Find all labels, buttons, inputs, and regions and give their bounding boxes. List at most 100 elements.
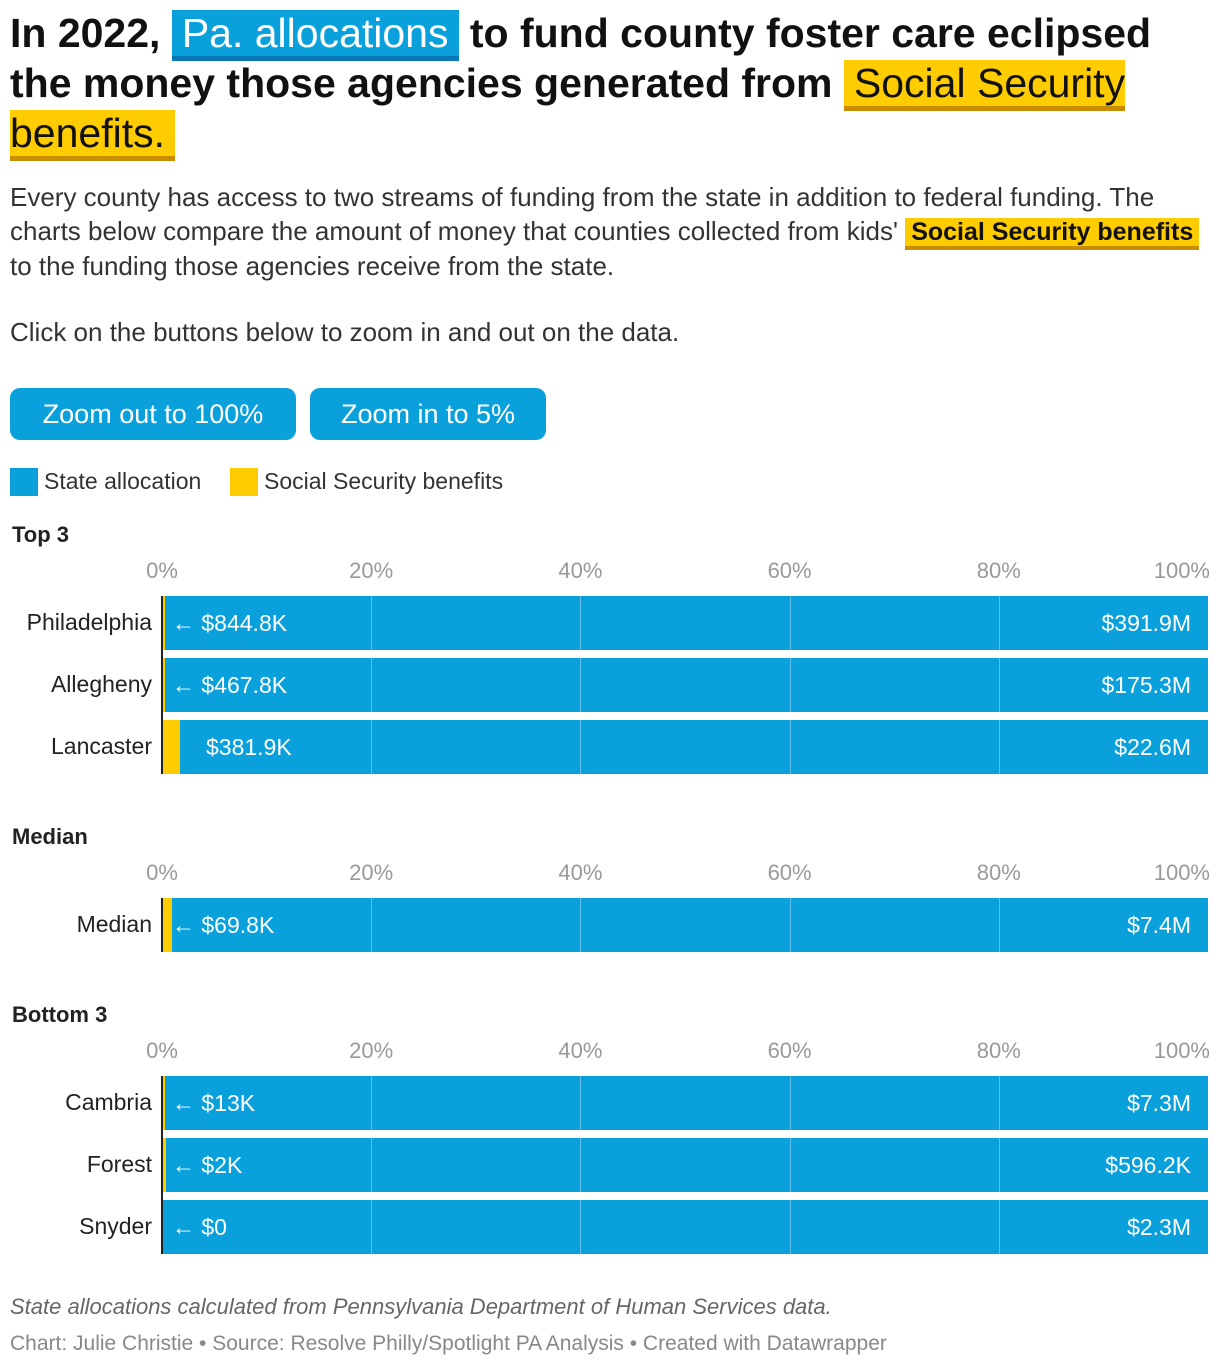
gridline (371, 898, 373, 952)
social-security-bar[interactable] (162, 658, 165, 712)
axis-tick-label: 100% (1153, 860, 1210, 885)
state-allocation-bar[interactable] (162, 1138, 1208, 1192)
gridline (580, 898, 582, 952)
gridline (998, 596, 1000, 650)
legend-swatch-ss (230, 468, 258, 496)
gridline (998, 898, 1000, 952)
gridline (998, 1076, 1000, 1130)
axis-tick-label: 60% (767, 558, 812, 583)
axis-tick-label: 0% (146, 1038, 178, 1063)
zoom-out-button[interactable]: Zoom out to 100% (10, 388, 296, 440)
ss-value-label: ← $2K (172, 1152, 243, 1178)
axis-tick-label: 40% (558, 860, 603, 885)
axis-tick-label: 40% (558, 558, 603, 583)
axis-tick-label: 80% (976, 558, 1021, 583)
gridline (580, 1076, 582, 1130)
section-title-bottom-3: Bottom 3 (12, 1002, 108, 1027)
gridline (580, 720, 582, 774)
ss-value-label: ← $467.8K (172, 672, 288, 698)
social-security-bar[interactable] (162, 1076, 165, 1130)
axis-tick-label: 0% (146, 860, 178, 885)
legend-swatch-state (10, 468, 38, 496)
intro-part1: Every county has access to two streams o… (10, 182, 1155, 246)
gridline (789, 1200, 791, 1254)
row-label-lancaster: Lancaster (50, 733, 152, 759)
axis-tick-label: 100% (1153, 1038, 1210, 1063)
social-security-bar[interactable] (162, 596, 165, 650)
legend-label-ss: Social Security benefits (264, 468, 504, 494)
social-security-bar[interactable] (162, 1138, 166, 1192)
state-allocation-bar[interactable] (162, 1200, 1208, 1254)
state-allocation-bar[interactable] (162, 898, 1208, 952)
footnote: State allocations calculated from Pennsy… (10, 1294, 832, 1319)
baseline-axis (161, 898, 163, 952)
ss-value-label: ← $0 (172, 1214, 227, 1240)
gridline (789, 720, 791, 774)
row-label-snyder: Snyder (79, 1213, 152, 1239)
social-security-bar[interactable] (162, 898, 172, 952)
axis-tick-label: 60% (767, 1038, 812, 1063)
axis-tick-label: 20% (349, 1038, 394, 1063)
headline-highlight-allocations: Pa. allocations (171, 10, 459, 61)
gridline (789, 658, 791, 712)
axis-tick-label: 20% (349, 860, 394, 885)
gridline (371, 720, 373, 774)
gridline (371, 1200, 373, 1254)
instructions-text: Click on the buttons below to zoom in an… (10, 317, 680, 347)
gridline (789, 898, 791, 952)
baseline-axis (161, 1076, 163, 1254)
gridline (371, 1138, 373, 1192)
gridline (580, 596, 582, 650)
section-title-median: Median (12, 824, 88, 849)
gridline (998, 1138, 1000, 1192)
axis-tick-label: 80% (976, 860, 1021, 885)
intro-highlight-ss: Social Security benefits (905, 218, 1200, 250)
gridline (998, 720, 1000, 774)
axis-tick-label: 0% (146, 558, 178, 583)
axis-tick-label: 100% (1153, 558, 1210, 583)
section-title-top-3: Top 3 (12, 522, 70, 547)
legend-label-state: State allocation (44, 468, 202, 494)
gridline (998, 658, 1000, 712)
intro-part2: to the funding those agencies receive fr… (10, 251, 615, 281)
zoom-in-button[interactable]: Zoom in to 5% (310, 388, 546, 440)
gridline (789, 1076, 791, 1130)
state-value-label: $596.2K (1105, 1152, 1191, 1178)
headline-part1: In 2022, (10, 10, 172, 56)
ss-value-label: ← $844.8K (172, 610, 288, 636)
gridline (998, 1200, 1000, 1254)
headline-part2: to fund county foster care eclipsed the … (10, 10, 1152, 106)
baseline-axis (161, 596, 163, 774)
headline: In 2022, Pa. allocations to fund county … (10, 8, 1215, 161)
ss-value-label: ← $69.8K (172, 912, 275, 938)
row-label-median: Median (76, 911, 152, 937)
state-allocation-bar[interactable] (162, 1076, 1208, 1130)
gridline (580, 1200, 582, 1254)
axis-tick-label: 40% (558, 1038, 603, 1063)
state-allocation-bar[interactable] (162, 658, 1208, 712)
ss-value-label: $381.9K (206, 734, 292, 760)
state-value-label: $2.3M (1127, 1214, 1191, 1240)
state-allocation-bar[interactable] (162, 720, 1208, 774)
axis-tick-label: 80% (976, 1038, 1021, 1063)
row-label-forest: Forest (86, 1151, 152, 1177)
intro-text: Every county has access to two streams o… (10, 180, 1215, 283)
credit-line: Chart: Julie Christie • Source: Resolve … (10, 1332, 887, 1355)
gridline (580, 1138, 582, 1192)
gridline (371, 658, 373, 712)
gridline (789, 596, 791, 650)
axis-tick-label: 60% (767, 860, 812, 885)
social-security-bar[interactable] (162, 720, 180, 774)
row-label-allegheny: Allegheny (50, 671, 152, 697)
state-allocation-bar[interactable] (162, 596, 1208, 650)
ss-value-label: ← $13K (172, 1090, 256, 1116)
state-value-label: $175.3M (1101, 672, 1191, 698)
gridline (371, 1076, 373, 1130)
gridline (789, 1138, 791, 1192)
state-value-label: $7.4M (1127, 912, 1191, 938)
state-value-label: $22.6M (1114, 734, 1191, 760)
row-label-cambria: Cambria (65, 1089, 152, 1115)
state-value-label: $391.9M (1101, 610, 1191, 636)
row-label-philadelphia: Philadelphia (26, 609, 152, 635)
state-value-label: $7.3M (1127, 1090, 1191, 1116)
